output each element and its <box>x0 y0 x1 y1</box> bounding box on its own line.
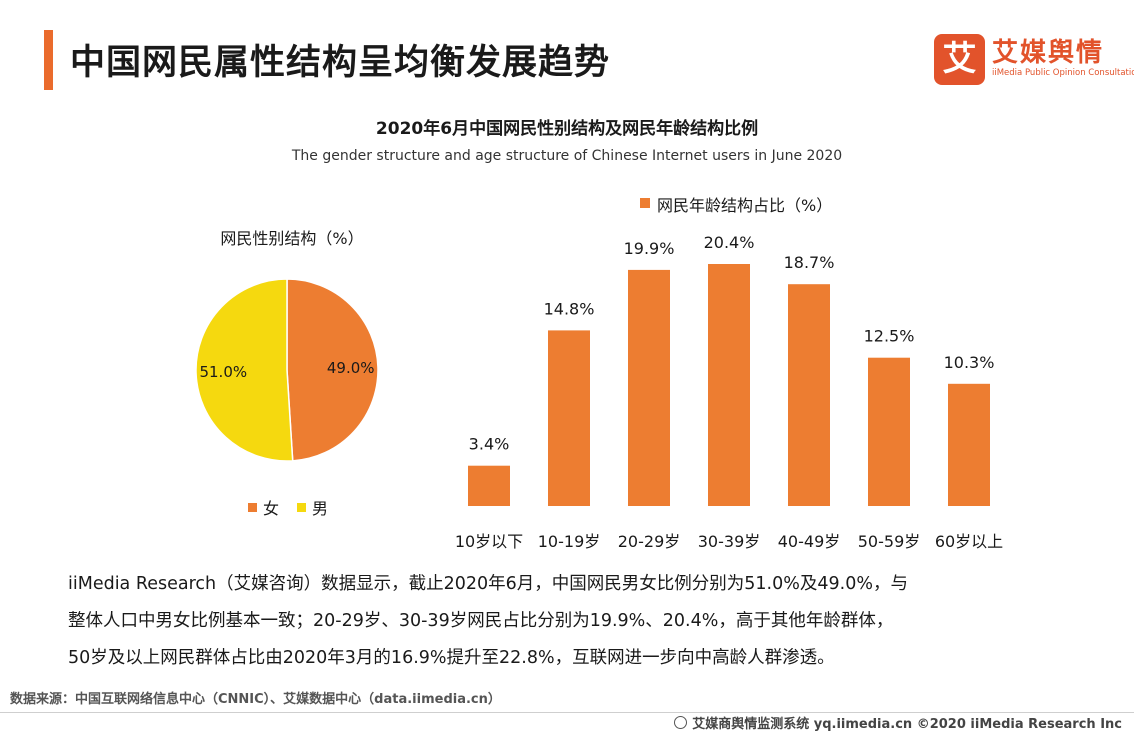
bar-legend-label: 网民年龄结构占比（%） <box>657 196 832 215</box>
bar-legend-swatch <box>640 198 650 208</box>
pie-legend-swatch <box>248 503 257 512</box>
bar-category-label: 50-59岁 <box>858 532 921 551</box>
title-accent-bar <box>44 30 53 90</box>
logo-text-en: iiMedia Public Opinion Consultation <box>992 68 1134 78</box>
pie-title: 网民性别结构（%） <box>220 229 363 248</box>
bar-value-label: 3.4% <box>469 435 510 454</box>
bar-category-label: 30-39岁 <box>698 532 761 551</box>
chart-subtitle: The gender structure and age structure o… <box>291 148 843 164</box>
description-line: iiMedia Research（艾媒咨询）数据显示，截止2020年6月，中国网… <box>68 574 908 594</box>
bar <box>948 383 990 506</box>
pie-legend-swatch <box>297 503 306 512</box>
pie-slice-male <box>195 278 294 462</box>
bar-category-label: 10岁以下 <box>455 532 523 551</box>
footer-text: 艾媒商舆情监测系统 yq.iimedia.cn ©2020 iiMedia Re… <box>692 717 1122 732</box>
bar-value-label: 19.9% <box>624 239 675 258</box>
bar <box>468 465 510 506</box>
bar-value-label: 18.7% <box>784 253 835 272</box>
logo-text-cn: 艾媒舆情 <box>992 38 1105 68</box>
description-line: 50岁及以上网民群体占比由2020年3月的16.9%提升至22.8%，互联网进一… <box>68 648 835 668</box>
pie-slice-female <box>286 278 379 462</box>
iimedia-logo: 艾 艾媒舆情 iiMedia Public Opinion Consultati… <box>934 30 1134 90</box>
chart-title: 2020年6月中国网民性别结构及网民年龄结构比例 <box>375 119 759 139</box>
description-paragraph: iiMedia Research（艾媒咨询）数据显示，截止2020年6月，中国网… <box>68 566 1088 677</box>
charts-canvas: 网民性别结构（%） 49.0% 51.0% 女 男 网民年龄结构占比（%） 3.4% 10岁以… <box>195 196 1003 551</box>
globe-icon <box>674 716 688 729</box>
bar <box>628 269 670 506</box>
bar-category-label: 60岁以上 <box>935 532 1003 551</box>
page-title: 中国网民属性结构呈均衡发展趋势 <box>70 43 611 83</box>
bar-value-label: 10.3% <box>944 353 995 372</box>
description-line: 整体人口中男女比例基本一致；20-29岁、30-39岁网民占比分别为19.9%、… <box>68 611 894 631</box>
data-source: 数据来源：中国互联网络信息中心（CNNIC）、艾媒数据中心（data.iimed… <box>10 692 501 707</box>
bar <box>708 264 750 506</box>
bar-value-label: 14.8% <box>544 299 595 318</box>
pie-value-label: 51.0% <box>199 363 247 381</box>
footer: 艾媒商舆情监测系统 yq.iimedia.cn ©2020 iiMedia Re… <box>674 713 1122 732</box>
bar-category-label: 10-19岁 <box>538 532 601 551</box>
logo-mark-icon: 艾 <box>934 34 985 85</box>
pie-legend-label: 男 <box>312 499 328 518</box>
bar-category-label: 40-49岁 <box>778 532 841 551</box>
bar-value-label: 12.5% <box>864 327 915 346</box>
bar <box>868 357 910 506</box>
bar <box>548 330 590 506</box>
bar-value-label: 20.4% <box>704 233 755 252</box>
bar-category-label: 20-29岁 <box>618 532 681 551</box>
pie-legend-label: 女 <box>263 499 279 518</box>
pie-value-label: 49.0% <box>327 359 375 377</box>
footer-divider <box>0 712 1134 713</box>
bar <box>788 284 830 506</box>
